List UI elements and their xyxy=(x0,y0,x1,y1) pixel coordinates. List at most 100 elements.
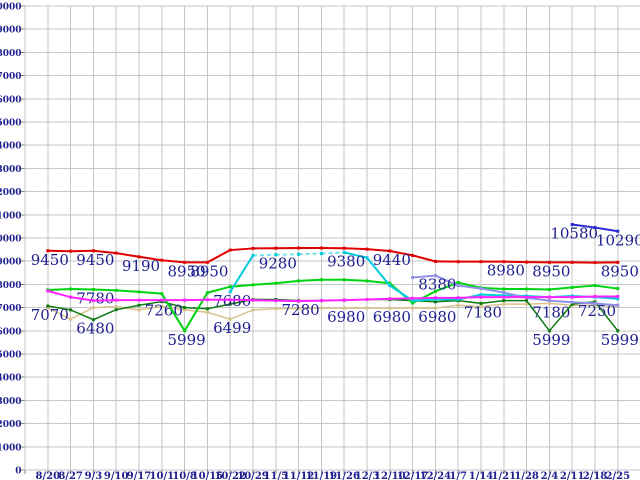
series-darkgreen-value-label: 7250 xyxy=(578,302,616,320)
series-red-segment xyxy=(230,247,254,252)
series-green-marker xyxy=(433,289,437,293)
series-cyan-segment xyxy=(480,293,504,297)
y-axis-tick-label: 19000 xyxy=(0,26,22,36)
series-magenta-marker xyxy=(69,295,73,299)
series-tan-marker xyxy=(251,308,255,312)
series-tan-segment xyxy=(207,311,231,320)
x-axis-tick-label: 1/7 xyxy=(449,471,467,480)
series-magenta-marker xyxy=(547,295,551,299)
series-red-marker xyxy=(114,251,118,255)
series-red-marker xyxy=(502,260,506,264)
series-cyan-marker xyxy=(388,284,392,288)
series-magenta-marker xyxy=(411,296,415,300)
series-green-marker xyxy=(411,301,415,305)
series-tan-marker xyxy=(525,302,529,306)
x-axis-tick-label: 12/10 xyxy=(374,471,406,480)
series-darkgreen-marker xyxy=(479,301,483,305)
series-darkgreen-marker xyxy=(91,318,95,322)
x-axis-tick-label: 2/11 xyxy=(560,471,585,480)
series-tan-segment xyxy=(458,304,482,308)
series-darkgreen-segment xyxy=(435,299,459,303)
series-green-marker xyxy=(205,291,209,295)
series-tan-marker xyxy=(46,306,50,310)
series-cyan-segment xyxy=(412,298,436,302)
series-green-marker xyxy=(456,281,460,285)
series-red-segment xyxy=(116,252,140,258)
series-violet-marker xyxy=(411,275,415,279)
series-red-marker xyxy=(228,248,232,252)
series-green-segment xyxy=(47,288,71,291)
series-magenta-marker xyxy=(114,298,118,302)
series-red-value-label: 8950 xyxy=(532,262,570,280)
series-darkgreen-value-label: 7180 xyxy=(464,303,502,321)
series-tan-segment xyxy=(298,307,322,310)
y-axis-tick-label: 16000 xyxy=(0,95,22,105)
series-tan-marker xyxy=(479,304,483,308)
x-axis-tick-label: 9/3 xyxy=(85,471,103,480)
series-green-marker xyxy=(319,278,323,282)
x-axis-tick-label: 2/18 xyxy=(583,471,608,480)
series-tan-marker xyxy=(228,317,232,321)
y-axis-tick-label: 18000 xyxy=(0,49,22,59)
series-red-value-label: 8950 xyxy=(168,262,206,280)
series-green-segment xyxy=(298,278,322,282)
y-axis-tick-label: 6000 xyxy=(0,327,22,337)
series-magenta-segment xyxy=(366,297,390,301)
series-tan-marker xyxy=(274,307,278,311)
series-magenta-marker xyxy=(502,295,506,299)
series-violet-segment xyxy=(594,302,618,307)
series-cyan-segment xyxy=(298,252,322,256)
y-axis-tick-label: 14000 xyxy=(0,142,22,152)
x-axis-tick-label: 9/10 xyxy=(104,471,129,480)
series-tan-marker xyxy=(137,308,141,312)
x-axis-tick-label: 9/17 xyxy=(127,471,152,480)
series-tan-marker xyxy=(365,306,369,310)
series-magenta-marker xyxy=(593,294,597,298)
series-violet-marker xyxy=(593,301,597,305)
series-green-marker xyxy=(297,279,301,283)
series-tan-marker xyxy=(91,306,95,310)
series-tan-segment xyxy=(549,302,573,307)
series-darkgreen-value-label: 5999 xyxy=(532,331,570,349)
series-magenta-marker xyxy=(388,297,392,301)
series-violet-segment xyxy=(526,296,550,302)
series-green-segment xyxy=(207,285,231,294)
series-blue-segment xyxy=(594,226,618,233)
series-green-segment xyxy=(344,278,368,282)
series-darkgreen-segment xyxy=(161,300,185,309)
series-magenta-marker xyxy=(570,295,574,299)
y-axis-tick-label: 10000 xyxy=(0,235,22,245)
series-red-marker xyxy=(297,246,301,250)
series-cyan-segment xyxy=(229,254,254,293)
series-green-marker xyxy=(570,285,574,289)
y-axis-tick-label: 20000 xyxy=(0,3,22,13)
series-green-segment xyxy=(252,282,276,286)
y-axis-tick-label: 8000 xyxy=(0,281,22,291)
series-tan-segment xyxy=(138,305,162,311)
series-magenta-marker xyxy=(91,299,95,303)
y-axis-tick-label: 1000 xyxy=(0,443,22,453)
series-tan-marker xyxy=(297,307,301,311)
series-tan-marker xyxy=(433,306,437,310)
series-cyan-marker xyxy=(228,290,232,294)
series-violet-marker xyxy=(547,299,551,303)
series-green-marker xyxy=(160,292,164,296)
series-cyan-value-label: 9280 xyxy=(259,255,297,273)
series-green-segment xyxy=(93,288,117,292)
series-magenta-marker xyxy=(46,289,50,293)
series-cyan-marker xyxy=(456,297,460,301)
series-tan-marker xyxy=(114,305,118,309)
series-darkgreen-marker xyxy=(228,302,232,306)
series-green-marker xyxy=(342,278,346,282)
series-cyan-segment xyxy=(366,257,391,287)
series-green-marker xyxy=(183,329,187,333)
series-red-value-label: 8950 xyxy=(190,262,228,280)
series-violet-segment xyxy=(572,301,596,305)
series-tan-segment xyxy=(161,305,185,311)
series-darkgreen-segment xyxy=(184,306,208,310)
y-axis-tick-label: 4000 xyxy=(0,374,22,384)
series-darkgreen-marker xyxy=(205,307,209,311)
series-green-segment xyxy=(572,284,596,289)
series-magenta-marker xyxy=(479,295,483,299)
